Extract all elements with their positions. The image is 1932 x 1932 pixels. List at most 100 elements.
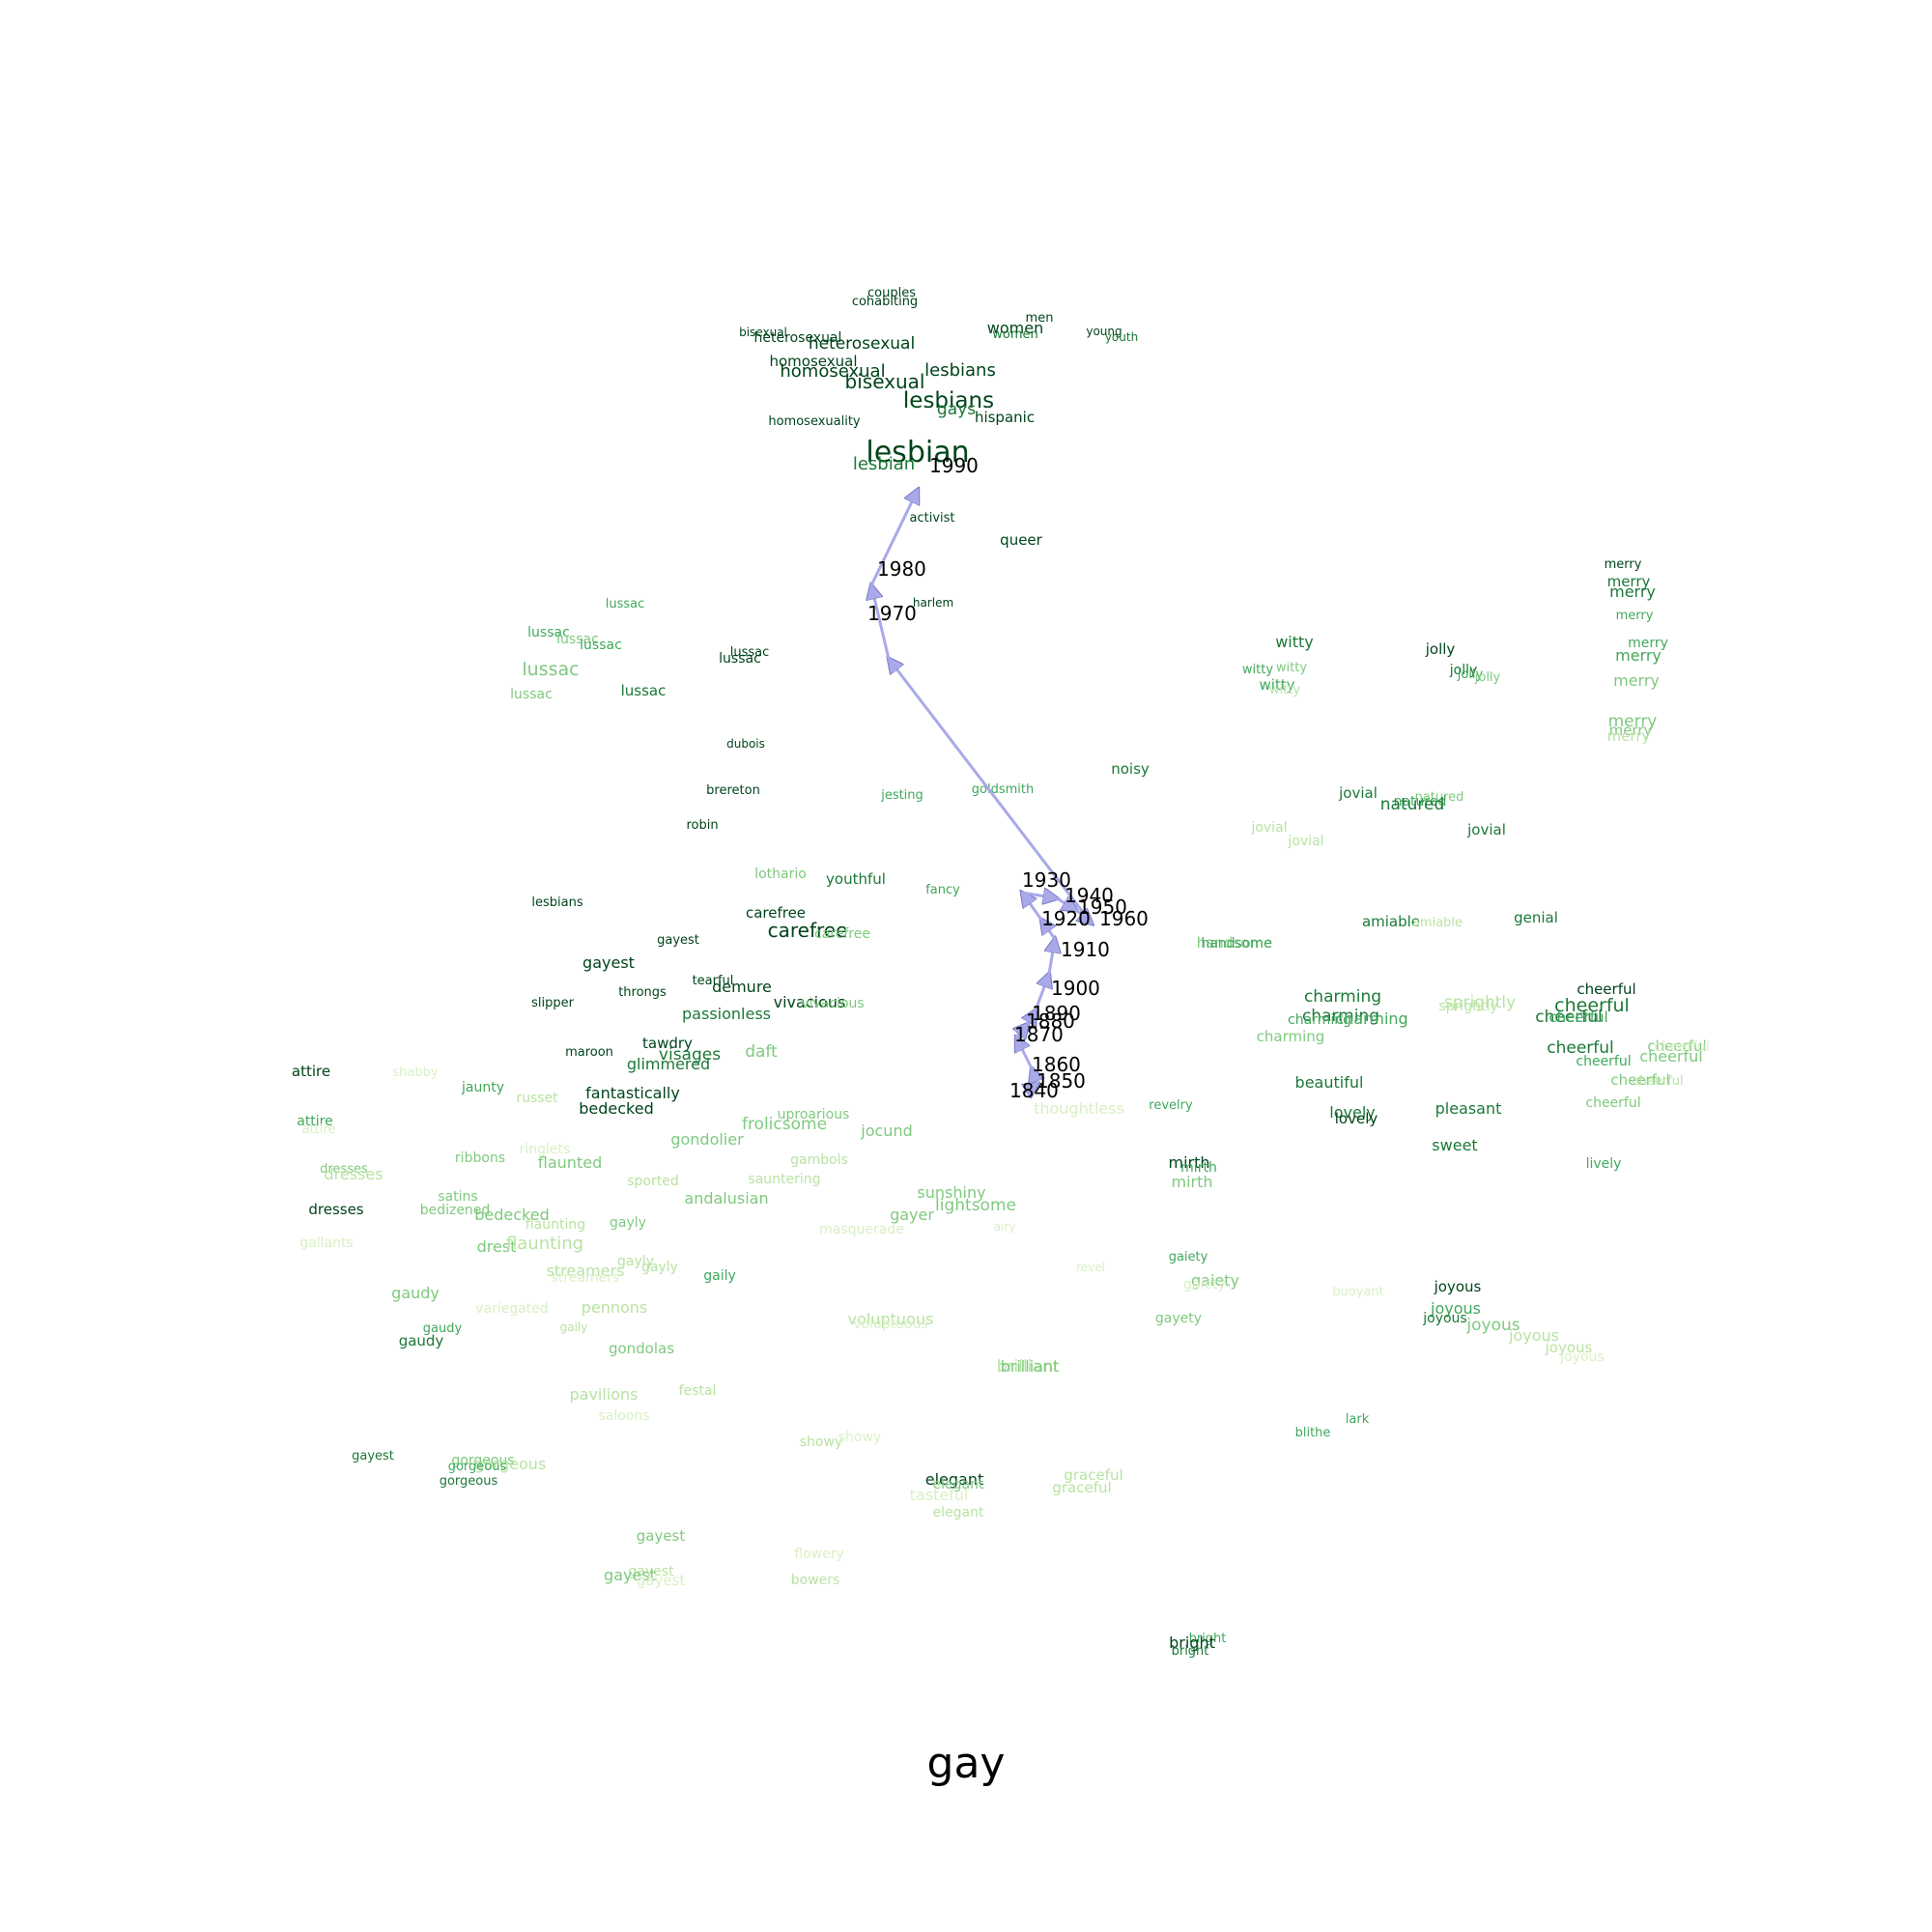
neighbor-word: brilliant [1001, 1357, 1060, 1376]
neighbor-word: merry [1608, 712, 1658, 731]
neighbor-word: merry [1616, 609, 1654, 623]
neighbor-word: ribbons [455, 1151, 505, 1166]
neighbor-word: cheerful [1632, 1074, 1683, 1089]
neighbor-word: bedizened [420, 1203, 491, 1218]
neighbor-word: elegant [925, 1470, 984, 1489]
neighbor-word: gorgeous [474, 1455, 547, 1473]
neighbor-word: cheerful [1547, 1038, 1614, 1058]
neighbor-word: cheerful [1535, 1008, 1603, 1027]
neighbor-word: homosexuality [768, 414, 861, 429]
neighbor-word: festal [679, 1383, 717, 1399]
neighbor-word: satins [438, 1189, 477, 1205]
neighbor-word: revelry [1149, 1098, 1193, 1113]
neighbor-word: jolly [1474, 670, 1501, 685]
year-label-1990: 1990 [929, 454, 979, 477]
neighbor-word: flaunted [538, 1153, 602, 1172]
neighbor-word: graceful [1052, 1479, 1111, 1496]
neighbor-word: tawdry [642, 1035, 693, 1052]
neighbor-word: amiable [1412, 916, 1463, 930]
neighbor-word: bright [1169, 1634, 1215, 1652]
neighbor-word: vivacious [801, 996, 864, 1011]
neighbor-word: gaudy [391, 1284, 440, 1302]
neighbor-word: andalusian [684, 1189, 768, 1208]
neighbor-word: lesbians [924, 360, 996, 381]
neighbor-word: lesbians [531, 895, 582, 910]
neighbor-word: pennons [582, 1298, 648, 1317]
neighbor-word: amiable [1362, 913, 1420, 930]
year-label-1930: 1930 [1022, 868, 1071, 892]
neighbor-word: streamers [552, 1270, 620, 1286]
year-label-1840: 1840 [1009, 1079, 1059, 1102]
neighbor-word: merry [1628, 636, 1668, 651]
neighbor-word: noisy [1111, 760, 1150, 778]
neighbor-word: gambols [790, 1152, 848, 1168]
neighbor-word: russet [516, 1091, 558, 1106]
neighbor-word: mirth [1171, 1173, 1212, 1191]
neighbor-word: merry [1607, 727, 1651, 745]
neighbor-word: jovial [1338, 784, 1378, 802]
neighbor-word: voluptuous [853, 1317, 928, 1332]
neighbor-word: brilliant [997, 1357, 1060, 1377]
neighbor-word: lothario [754, 867, 807, 882]
year-label-1910: 1910 [1061, 938, 1110, 961]
year-label-1890: 1890 [1032, 1002, 1081, 1025]
neighbor-word: gaiety [1191, 1271, 1239, 1290]
trajectory-arrow-1960-1970 [889, 659, 1094, 924]
neighbor-word: gayety [1155, 1311, 1202, 1326]
neighbor-word: charming [1302, 1007, 1379, 1026]
neighbor-word: dresses [324, 1165, 383, 1183]
neighbor-word: dresses [320, 1162, 368, 1177]
neighbor-word: blithe [1295, 1426, 1331, 1440]
neighbor-word: thoughtless [1034, 1099, 1124, 1118]
neighbor-word: jovial [1287, 834, 1323, 849]
neighbor-word: dubois [726, 737, 765, 751]
neighbor-word: homosexual [770, 353, 858, 370]
neighbor-word: daft [745, 1042, 778, 1062]
neighbor-word: gaudy [423, 1321, 463, 1336]
neighbor-word: bedecked [579, 1099, 654, 1118]
neighbor-word: joyous [1559, 1350, 1604, 1365]
neighbor-word: mirth [1168, 1153, 1209, 1172]
neighbor-word: pavilions [569, 1385, 638, 1404]
neighbor-word: merry [1613, 671, 1660, 690]
neighbor-word: couples [867, 286, 916, 300]
neighbor-word: sprightly [1444, 993, 1516, 1012]
neighbor-word: jesting [880, 788, 923, 803]
neighbor-word: carefree [768, 919, 848, 942]
neighbor-word: natured [1415, 790, 1464, 805]
neighbor-word: men [1026, 311, 1054, 326]
neighbor-word: masquerade [819, 1222, 904, 1237]
neighbor-word: showy [838, 1430, 881, 1445]
neighbor-word: brereton [706, 783, 760, 798]
neighbor-word: lussac [621, 682, 667, 699]
neighbor-word: jovial [1466, 821, 1506, 838]
neighbor-word: lesbian [853, 454, 915, 474]
neighbor-word: buoyant [1332, 1285, 1383, 1299]
neighbor-word: cheerful [1577, 980, 1635, 998]
neighbor-word: youth [1105, 330, 1138, 344]
neighbor-word: jolly [1449, 663, 1478, 678]
year-label-1970: 1970 [867, 602, 917, 625]
neighbor-word: fantastically [585, 1084, 680, 1102]
neighbor-word: cheerful [1548, 1009, 1607, 1026]
year-label-1850: 1850 [1037, 1069, 1086, 1093]
neighbor-word: elegant [933, 1505, 984, 1520]
trajectory-arrow-1880-1890 [1028, 1010, 1036, 1024]
neighbor-word: slipper [531, 996, 574, 1010]
neighbor-word: young [1086, 325, 1122, 338]
neighbor-word: cheerful [1610, 1071, 1669, 1089]
neighbor-word: gayer [890, 1206, 934, 1224]
neighbor-word: goldsmith [972, 782, 1034, 797]
neighbor-word: sweet [1432, 1136, 1477, 1154]
neighbor-word: flowery [794, 1547, 844, 1562]
trajectory-arrow-1860-1870 [1016, 1037, 1034, 1069]
neighbor-word: sprightly [1438, 999, 1497, 1014]
trajectory-arrow-1920-1930 [1022, 893, 1043, 921]
neighbor-word: merry [1609, 722, 1653, 739]
neighbor-word: streamers [547, 1262, 625, 1280]
neighbor-word: attire [297, 1114, 333, 1129]
neighbor-word: lussac [719, 651, 761, 667]
neighbor-word: voluptuous [848, 1310, 934, 1328]
